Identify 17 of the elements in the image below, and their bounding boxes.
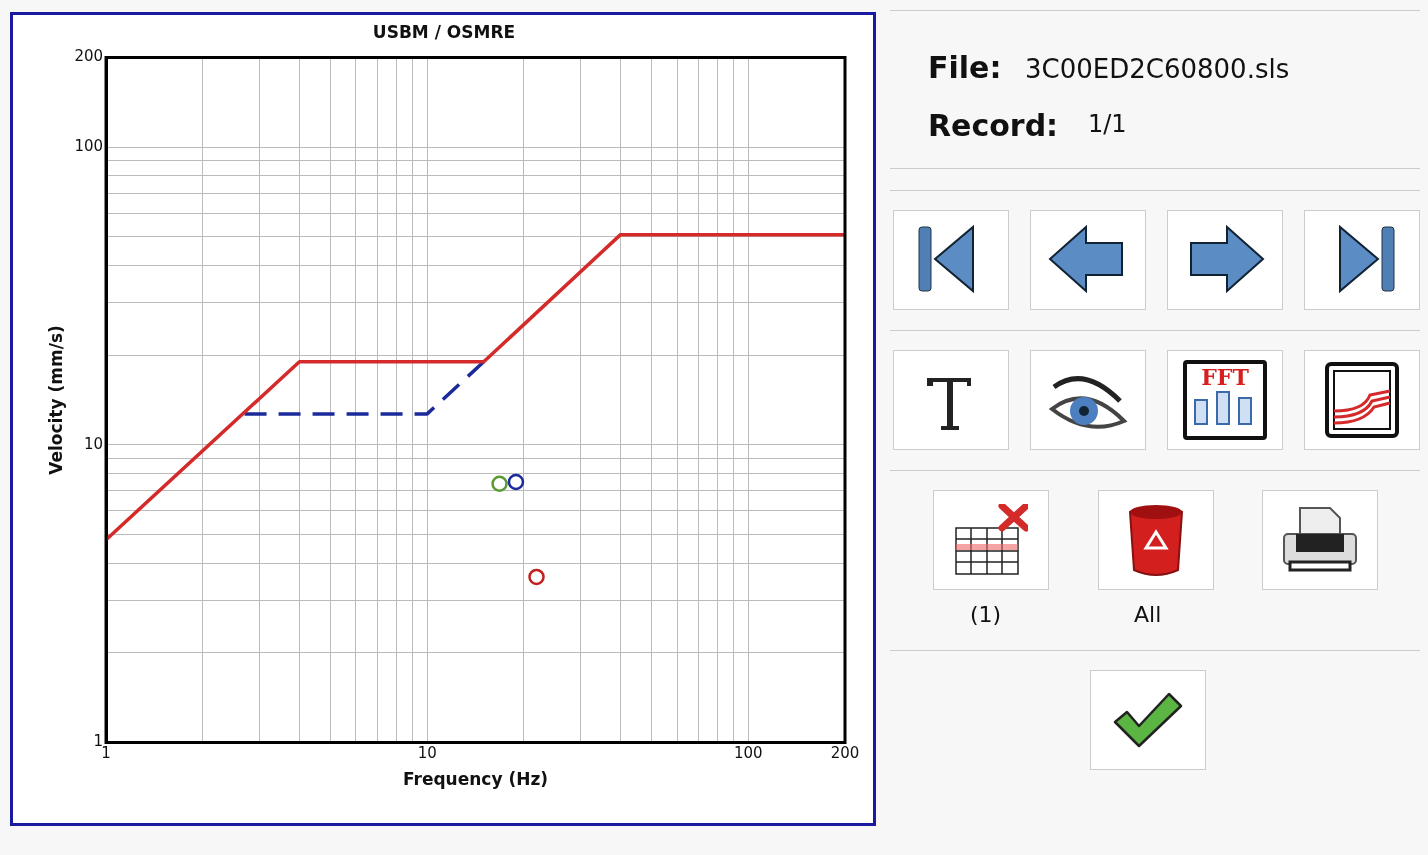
fft-chart-icon: FFT bbox=[1183, 360, 1267, 440]
y-tick-label: 1 bbox=[93, 732, 104, 751]
text: 3C00ED2C60800.sls bbox=[1025, 54, 1290, 84]
y-tick-label: 200 bbox=[74, 47, 104, 66]
x-tick-label: 100 bbox=[734, 744, 763, 763]
y-tick-label: 10 bbox=[83, 434, 104, 453]
x-tick-label: 200 bbox=[830, 744, 860, 763]
text: (1) bbox=[970, 602, 1002, 627]
chart-title: USBM / OSMRE bbox=[372, 21, 516, 42]
text: All bbox=[1134, 602, 1162, 627]
x-tick-label: 10 bbox=[417, 744, 437, 763]
text: File: bbox=[928, 50, 1002, 85]
y-tick-label: 100 bbox=[74, 136, 104, 155]
text: Record: bbox=[928, 108, 1059, 143]
x-axis-title: Frequency (Hz) bbox=[402, 769, 549, 790]
y-axis-title: Velocity (mm/s) bbox=[45, 325, 66, 475]
text: 1/1 bbox=[1088, 110, 1127, 138]
